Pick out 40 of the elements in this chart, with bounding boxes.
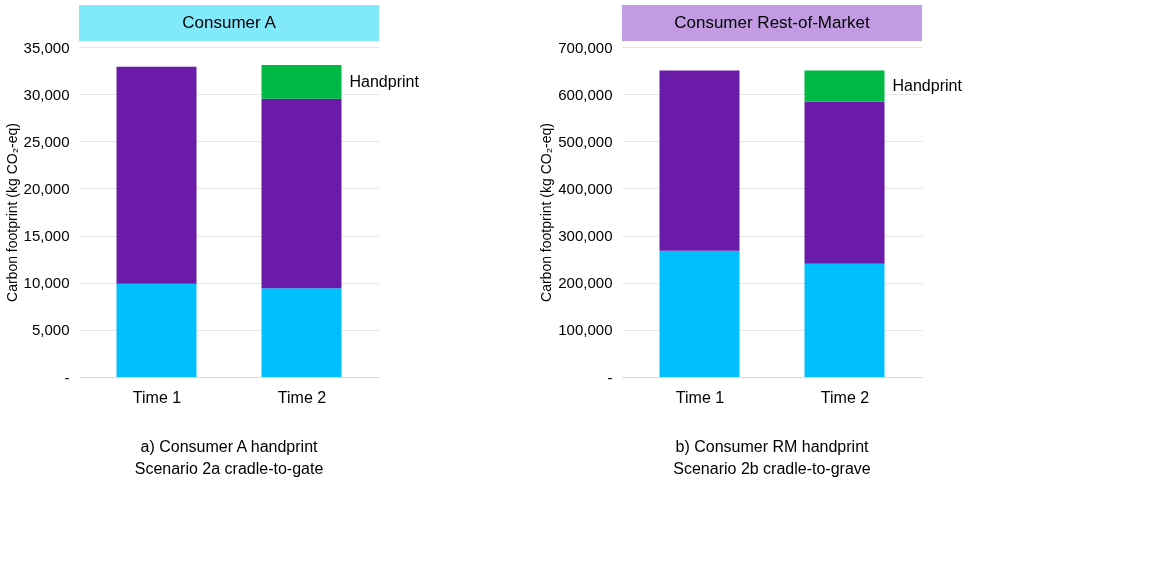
bar — [804, 70, 885, 102]
y-tick-label: 100,000 — [558, 321, 613, 339]
bar — [261, 98, 342, 289]
x-tick-label: Time 2 — [820, 388, 870, 406]
y-tick-label: 300,000 — [558, 227, 613, 245]
x-tick-label: Time 2 — [277, 388, 327, 406]
chart-title: Consumer A — [182, 13, 277, 32]
y-tick-label: 600,000 — [558, 85, 613, 103]
y-tick-label: 400,000 — [558, 179, 613, 197]
y-tick-label: 200,000 — [558, 274, 613, 292]
annotation: Handprint — [349, 72, 420, 90]
bar — [659, 70, 740, 251]
text: Scenario 2a cradle-to-gate — [134, 460, 324, 477]
bar — [804, 263, 885, 377]
y-tick-label: 20,000 — [23, 179, 70, 197]
y-tick-label: 15,000 — [23, 227, 70, 245]
text: b) Consumer RM handprint — [675, 438, 870, 455]
x-tick-label: Time 1 — [132, 388, 182, 406]
y-tick-label: - — [607, 368, 613, 386]
y-axis-title: Carbon footprint (kg CO₂-eq) — [3, 123, 20, 302]
y-tick-label: 5,000 — [31, 321, 70, 339]
y-tick-label: 500,000 — [558, 132, 613, 150]
y-axis-title: Carbon footprint (kg CO₂-eq) — [538, 123, 555, 302]
y-tick-label: 10,000 — [23, 274, 70, 292]
text: Scenario 2b cradle-to-grave — [673, 460, 871, 477]
y-tick-label: 35,000 — [23, 38, 70, 56]
bar — [116, 283, 197, 377]
chart-title: Consumer Rest-of-Market — [674, 13, 871, 32]
bar — [804, 101, 885, 264]
bar — [261, 64, 342, 99]
bar — [659, 250, 740, 377]
text: a) Consumer A handprint — [140, 438, 319, 455]
x-tick-label: Time 1 — [675, 388, 725, 406]
y-tick-label: 25,000 — [23, 132, 70, 150]
y-tick-label: 30,000 — [23, 85, 70, 103]
y-tick-label: 700,000 — [558, 38, 613, 56]
bar — [261, 288, 342, 377]
annotation: Handprint — [892, 77, 963, 95]
bar — [116, 66, 197, 284]
y-tick-label: - — [64, 368, 70, 386]
